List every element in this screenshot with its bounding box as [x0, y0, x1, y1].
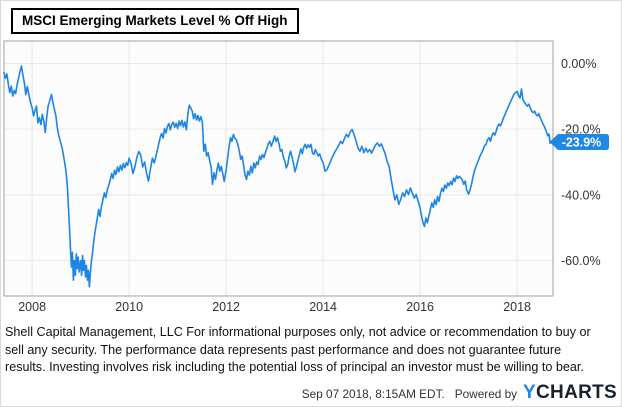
- ycharts-logo-charts: CHARTS: [536, 382, 617, 403]
- x-axis-label: 2012: [212, 300, 240, 314]
- series-line: [3, 65, 552, 288]
- footer: Sep 07 2018, 8:15AM EDT. Powered by YCHA…: [302, 382, 617, 404]
- powered-by-label: Powered by: [454, 387, 518, 401]
- plot-background: [4, 41, 553, 296]
- current-value-badge: [549, 133, 609, 150]
- chart-area: 2008 2010 2012 2014 2016 2018 0.00% -20.0% -40.0…: [1, 1, 621, 321]
- y-axis-label: -40.0%: [561, 188, 601, 202]
- disclaimer-line-2: sell any security. The performance data …: [5, 342, 562, 357]
- y-axis-label: -20.0%: [561, 123, 601, 137]
- disclaimer-text: Shell Capital Management, LLC For inform…: [5, 324, 621, 377]
- x-axis-label: 2010: [115, 300, 143, 314]
- plot-border: [3, 40, 554, 297]
- x-axis-label: 2016: [406, 300, 434, 314]
- ycharts-logo-y: Y: [523, 382, 537, 403]
- x-axis-label: 2008: [18, 300, 46, 314]
- ycharts-logo: YCHARTS: [523, 382, 617, 404]
- current-value-label: -23.9%: [562, 135, 602, 149]
- disclaimer-line-1: Shell Capital Management, LLC For inform…: [5, 325, 591, 339]
- timestamp: Sep 07 2018, 8:15AM EDT.: [301, 387, 445, 401]
- x-axis-label: 2014: [309, 300, 337, 314]
- drawdown-line-chart: 2008 2010 2012 2014 2016 2018 0.00% -20.0% -40.0…: [3, 40, 609, 314]
- y-axis-label: 0.00%: [561, 57, 596, 71]
- chart-title-box: MSCI Emerging Markets Level % Off High: [11, 8, 299, 34]
- chart-title: MSCI Emerging Markets Level % Off High: [22, 13, 288, 28]
- x-axis-label: 2018: [503, 300, 531, 314]
- disclaimer-line-3: results. Investing involves risk includi…: [5, 360, 584, 375]
- y-axis-label: -60.0%: [561, 254, 601, 268]
